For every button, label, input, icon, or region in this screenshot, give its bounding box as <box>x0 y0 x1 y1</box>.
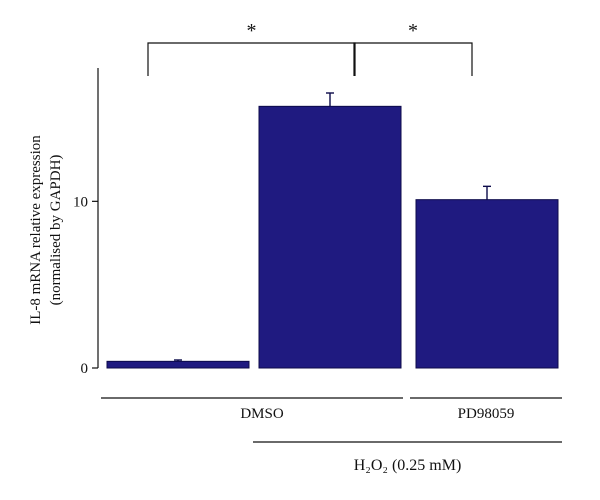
group-label-1: PD98059 <box>458 406 515 422</box>
bar-1 <box>258 105 402 369</box>
y-ticks: 0 10 <box>73 194 98 377</box>
significance-star-0: * <box>247 20 257 42</box>
group-labels: DMSO PD98059 <box>101 397 562 422</box>
y-axis-label-line2: (normalised by GAPDH) <box>48 155 64 306</box>
y-tick-label-1: 10 <box>73 194 88 210</box>
significance-star-1: * <box>408 20 418 42</box>
bar-2 <box>415 199 559 369</box>
group-label-0: DMSO <box>240 406 284 422</box>
bars <box>106 105 559 369</box>
significance-brackets: * * <box>147 20 473 76</box>
treatment-label-group: H₂O₂ (0.25 mM) <box>253 441 562 474</box>
treatment-label: H₂O₂ (0.25 mM) <box>354 457 462 474</box>
y-axis-label: IL-8 mRNA relative expression (normalise… <box>28 135 64 325</box>
bar-0 <box>106 360 250 369</box>
error-bars <box>174 92 491 362</box>
significance-bracket-0 <box>147 42 356 76</box>
significance-bracket-1 <box>353 42 473 76</box>
y-tick-label-0: 0 <box>81 361 89 377</box>
y-axis-label-line1: IL-8 mRNA relative expression <box>28 135 44 325</box>
